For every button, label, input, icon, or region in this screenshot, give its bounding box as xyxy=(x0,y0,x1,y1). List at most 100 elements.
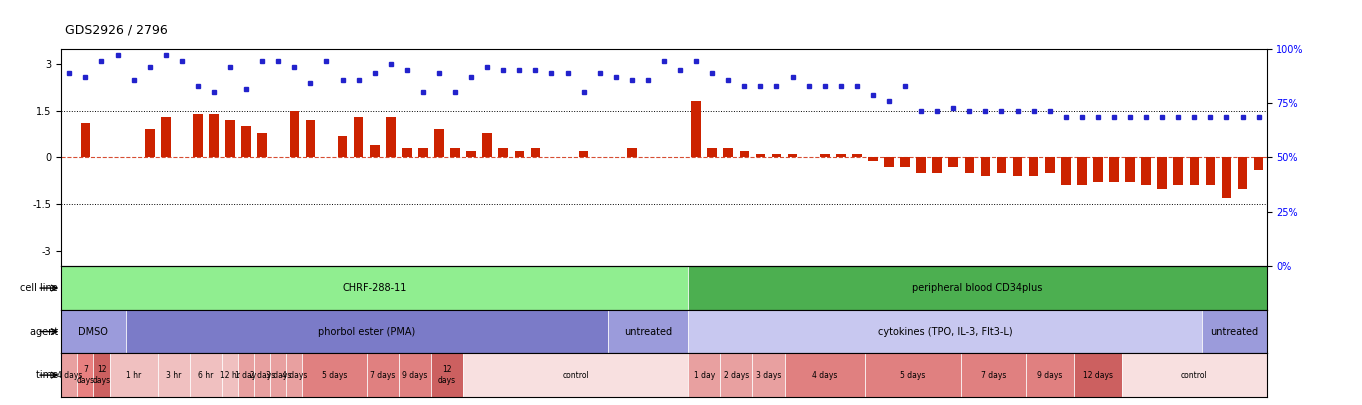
FancyBboxPatch shape xyxy=(61,310,125,353)
Text: 9 days: 9 days xyxy=(1036,371,1062,379)
Bar xyxy=(1141,158,1151,185)
Bar xyxy=(1013,158,1023,176)
FancyBboxPatch shape xyxy=(720,353,752,397)
FancyBboxPatch shape xyxy=(399,353,430,397)
Bar xyxy=(933,158,943,173)
Text: 12
days: 12 days xyxy=(439,365,456,385)
Bar xyxy=(1125,158,1135,182)
Bar xyxy=(210,114,219,158)
Bar xyxy=(1254,158,1264,170)
Text: 4 days: 4 days xyxy=(57,371,82,379)
Bar xyxy=(917,158,926,173)
FancyBboxPatch shape xyxy=(158,353,189,397)
FancyBboxPatch shape xyxy=(688,353,720,397)
Text: 4 days: 4 days xyxy=(282,371,306,379)
Bar xyxy=(1077,158,1087,185)
Text: 12 days: 12 days xyxy=(1083,371,1113,379)
Bar xyxy=(1174,158,1184,185)
Text: agent: agent xyxy=(30,326,61,337)
Bar xyxy=(193,114,203,158)
FancyBboxPatch shape xyxy=(61,353,78,397)
FancyBboxPatch shape xyxy=(238,353,255,397)
Text: CHRF-288-11: CHRF-288-11 xyxy=(342,283,407,293)
FancyBboxPatch shape xyxy=(302,353,366,397)
Bar xyxy=(579,151,588,158)
FancyBboxPatch shape xyxy=(255,353,270,397)
Bar xyxy=(884,158,893,167)
FancyBboxPatch shape xyxy=(1073,353,1122,397)
Bar xyxy=(402,148,411,158)
Bar xyxy=(1061,158,1071,185)
Bar xyxy=(707,148,716,158)
FancyBboxPatch shape xyxy=(286,353,302,397)
FancyBboxPatch shape xyxy=(222,353,238,397)
Text: 1 day: 1 day xyxy=(693,371,715,379)
Bar xyxy=(354,117,364,158)
FancyBboxPatch shape xyxy=(109,353,158,397)
FancyBboxPatch shape xyxy=(430,353,463,397)
Text: cell line: cell line xyxy=(20,283,61,293)
FancyBboxPatch shape xyxy=(61,266,688,310)
Bar xyxy=(161,117,170,158)
Bar xyxy=(740,151,749,158)
Bar xyxy=(225,120,234,158)
FancyBboxPatch shape xyxy=(270,353,286,397)
Bar xyxy=(290,111,300,158)
Text: 7 days: 7 days xyxy=(370,371,395,379)
Bar xyxy=(948,158,957,167)
FancyBboxPatch shape xyxy=(189,353,222,397)
Text: 6 hr: 6 hr xyxy=(199,371,214,379)
Text: time: time xyxy=(35,370,61,380)
Text: control: control xyxy=(1181,371,1208,379)
Bar xyxy=(144,130,154,158)
Bar xyxy=(338,136,347,158)
Bar xyxy=(900,158,910,167)
Bar xyxy=(434,130,444,158)
Bar xyxy=(692,102,701,158)
Text: 3 hr: 3 hr xyxy=(166,371,181,379)
Text: 1 day: 1 day xyxy=(236,371,257,379)
Text: 5 days: 5 days xyxy=(321,371,347,379)
Text: phorbol ester (PMA): phorbol ester (PMA) xyxy=(317,326,415,337)
FancyBboxPatch shape xyxy=(1026,353,1073,397)
Text: 9 days: 9 days xyxy=(402,371,428,379)
FancyBboxPatch shape xyxy=(78,353,94,397)
Text: cytokines (TPO, IL-3, Flt3-L): cytokines (TPO, IL-3, Flt3-L) xyxy=(878,326,1012,337)
Bar xyxy=(1045,158,1054,173)
Text: 5 days: 5 days xyxy=(900,371,926,379)
Bar xyxy=(868,158,877,160)
Bar xyxy=(466,151,475,158)
Bar xyxy=(482,132,492,158)
Bar xyxy=(756,154,765,158)
Bar xyxy=(515,151,524,158)
FancyBboxPatch shape xyxy=(752,353,785,397)
Text: 3 days: 3 days xyxy=(756,371,782,379)
Text: 7
days: 7 days xyxy=(76,365,94,385)
FancyBboxPatch shape xyxy=(1203,310,1267,353)
Text: 4 days: 4 days xyxy=(812,371,838,379)
Bar xyxy=(1158,158,1167,189)
Bar xyxy=(1189,158,1199,185)
Text: 12 hr: 12 hr xyxy=(221,371,240,379)
Bar xyxy=(370,145,380,158)
Bar xyxy=(772,154,782,158)
Bar xyxy=(241,126,251,158)
Text: peripheral blood CD34plus: peripheral blood CD34plus xyxy=(913,283,1042,293)
Text: 2 days: 2 days xyxy=(723,371,749,379)
Text: 12
days: 12 days xyxy=(93,365,110,385)
Bar xyxy=(627,148,636,158)
Text: DMSO: DMSO xyxy=(79,326,109,337)
Bar xyxy=(964,158,974,173)
Bar xyxy=(723,148,733,158)
Bar xyxy=(418,148,428,158)
Text: untreated: untreated xyxy=(624,326,671,337)
Bar xyxy=(853,154,862,158)
FancyBboxPatch shape xyxy=(962,353,1026,397)
FancyBboxPatch shape xyxy=(1122,353,1267,397)
Bar xyxy=(981,158,990,176)
Text: 3 days: 3 days xyxy=(266,371,291,379)
Bar xyxy=(531,148,541,158)
Text: 7 days: 7 days xyxy=(981,371,1007,379)
FancyBboxPatch shape xyxy=(366,353,399,397)
Text: 2 days: 2 days xyxy=(249,371,275,379)
